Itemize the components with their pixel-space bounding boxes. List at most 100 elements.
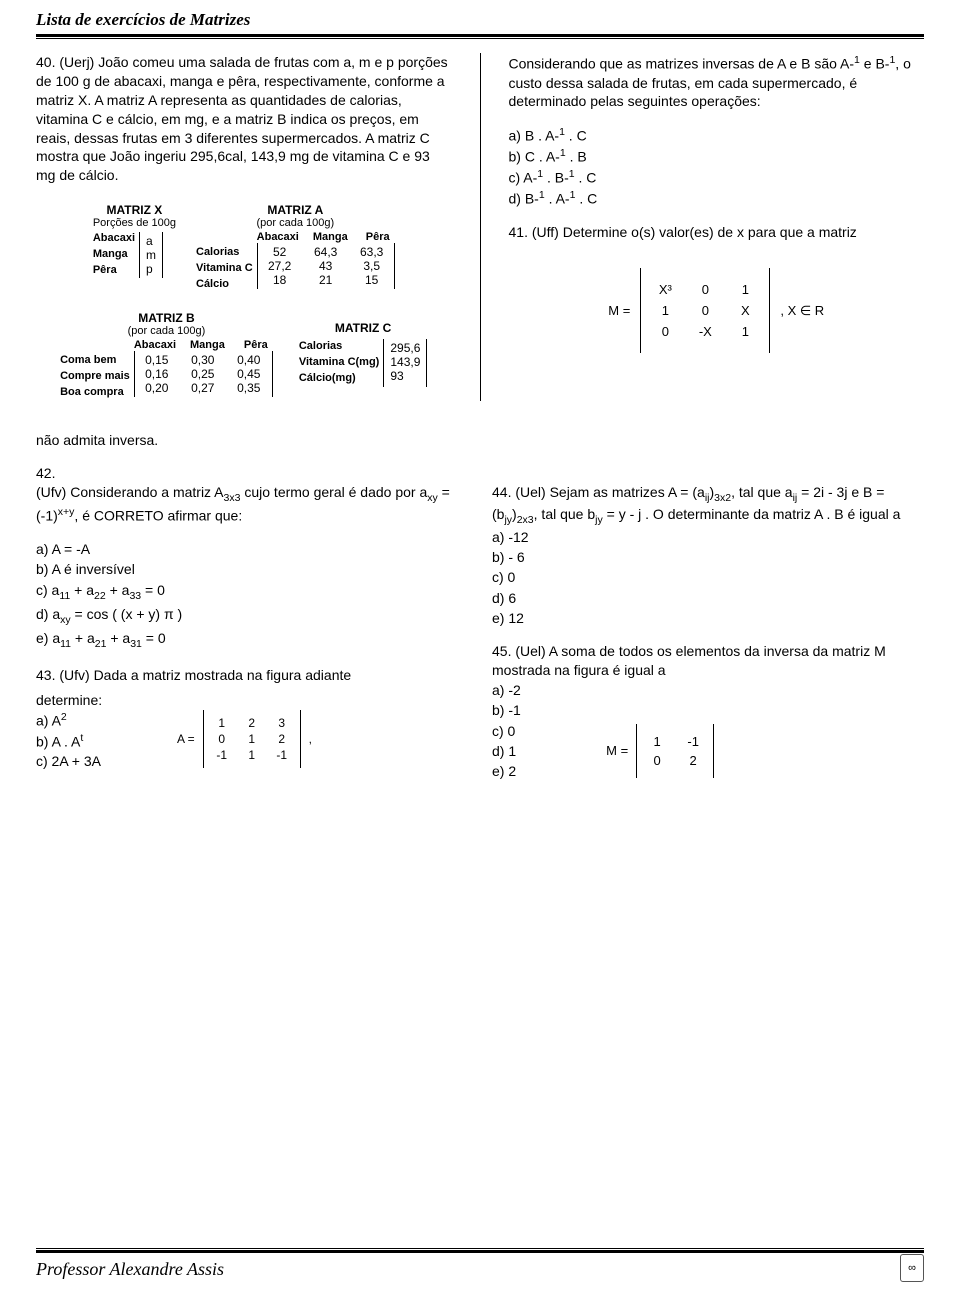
lower-left: 42. (Ufv) Considerando a matriz A3x3 cuj… <box>36 464 468 782</box>
q40-opt-d: d) B-1 . A-1 . C <box>509 188 925 209</box>
q42-c: c) a11 + a22 + a33 = 0 <box>36 580 468 604</box>
matrix-b-c: MATRIZ B (por cada 100g) Coma bem Compre… <box>36 311 452 401</box>
q42-num: 42. <box>36 464 468 483</box>
cell: X <box>735 303 755 318</box>
cell: 1 <box>735 282 755 297</box>
q45-a: a) -2 <box>492 680 924 700</box>
q45-b: b) -1 <box>492 700 924 720</box>
q41-nao: não admita inversa. <box>36 431 924 450</box>
page-title: Lista de exercícios de Matrizes <box>36 0 924 30</box>
q43-c: c) 2A + 3A <box>36 751 101 771</box>
matrix-c-title: MATRIZ C <box>335 321 391 335</box>
q42-d: d) axy = cos ( (x + y) π ) <box>36 604 468 628</box>
cell: 52 <box>264 245 296 259</box>
q44-b: b) - 6 <box>492 547 924 567</box>
label: M = <box>608 303 630 318</box>
label: Vitamina C <box>196 261 253 277</box>
cell: -1 <box>685 734 701 749</box>
matrix-x-title: MATRIZ X <box>93 203 176 217</box>
cell: 1 <box>244 732 260 746</box>
matrix-x-a: MATRIZ X Porções de 100g Abacaxi Manga P… <box>36 203 452 293</box>
cell: 21 <box>310 273 342 287</box>
q41-text: 41. (Uff) Determine o(s) valor(es) de x … <box>509 223 925 242</box>
column-divider <box>480 53 481 401</box>
q45-d: d) 1 <box>492 741 516 761</box>
label: Cálcio(mg) <box>299 371 379 387</box>
cell: 0 <box>655 324 675 339</box>
q44-text: 44. (Uel) Sejam as matrizes A = (aij)3x2… <box>492 483 924 527</box>
page-number-badge: ∞ <box>900 1254 924 1282</box>
cell: 2 <box>274 732 290 746</box>
cell: 0 <box>649 753 665 768</box>
label: Calorias <box>299 339 379 355</box>
matrix-b-title: MATRIZ B <box>138 311 194 325</box>
cell: 1 <box>735 324 755 339</box>
label: Coma bem <box>60 353 130 369</box>
cell: 0,35 <box>233 381 265 395</box>
cell: 15 <box>356 273 388 287</box>
cell: 0 <box>695 282 715 297</box>
cell: 2 <box>685 753 701 768</box>
q45-c: c) 0 <box>492 721 516 741</box>
cell: a <box>146 234 156 248</box>
q45-matrix: M = 1 -1 0 2 <box>606 724 714 778</box>
q41-matrix: M = X³ 0 1 1 0 X 0 -X 1 , X ∈ R <box>509 268 925 353</box>
label: , <box>309 732 312 746</box>
label: Abacaxi <box>93 231 135 247</box>
cell: 0,27 <box>187 381 219 395</box>
q43-b: b) A . At <box>36 731 101 752</box>
left-column: 40. (Uerj) João comeu uma salada de frut… <box>36 53 452 401</box>
q40-text: 40. (Uerj) João comeu uma salada de frut… <box>36 53 452 185</box>
cell: 18 <box>264 273 296 287</box>
right-column: Considerando que as matrizes inversas de… <box>509 53 925 401</box>
cell: 0,15 <box>141 353 173 367</box>
q42-b: b) A é inversível <box>36 559 468 579</box>
cell: 63,3 <box>356 245 388 259</box>
cell: 3 <box>274 716 290 730</box>
label: , X ∈ R <box>780 303 824 319</box>
label: M = <box>606 743 628 758</box>
q40-opt-b: b) C . A-1 . B <box>509 146 925 167</box>
matrix-x-sub: Porções de 100g <box>93 217 176 229</box>
cell: 0,45 <box>233 367 265 381</box>
label: Boa compra <box>60 385 130 401</box>
label: Compre mais <box>60 369 130 385</box>
q43-text: 43. (Ufv) Dada a matriz mostrada na figu… <box>36 666 468 685</box>
q44-c: c) 0 <box>492 567 924 587</box>
q44-d: d) 6 <box>492 588 924 608</box>
q42-e: e) a11 + a21 + a31 = 0 <box>36 628 468 652</box>
cell: 0 <box>695 303 715 318</box>
cell: 0 <box>214 732 230 746</box>
q45-e: e) 2 <box>492 761 516 781</box>
cell: 1 <box>655 303 675 318</box>
page-footer: Professor Alexandre Assis ∞ <box>36 1248 924 1280</box>
label: Cálcio <box>196 277 253 293</box>
cell: 2 <box>244 716 260 730</box>
q40-right-text: Considerando que as matrizes inversas de… <box>509 53 925 111</box>
cell: m <box>146 248 156 262</box>
label: Manga <box>190 339 225 351</box>
label: Manga <box>313 231 348 243</box>
label: Manga <box>93 247 135 263</box>
matrix-a-sub: (por cada 100g) <box>196 217 395 229</box>
cell: 1 <box>244 748 260 762</box>
q45-text: 45. (Uel) A soma de todos os elementos d… <box>492 642 924 680</box>
footer-author: Professor Alexandre Assis <box>36 1259 924 1280</box>
label: A = <box>177 732 195 746</box>
label: Pêra <box>93 263 135 279</box>
q40-opt-a: a) B . A-1 . C <box>509 125 925 146</box>
divider <box>36 34 924 39</box>
matrix-b-sub: (por cada 100g) <box>128 325 206 337</box>
cell: 1 <box>649 734 665 749</box>
q42-a: a) A = -A <box>36 539 468 559</box>
cell: -1 <box>274 748 290 762</box>
cell: 0,25 <box>187 367 219 381</box>
cell: -X <box>695 324 715 339</box>
cell: X³ <box>655 282 675 297</box>
q42-text: (Ufv) Considerando a matriz A3x3 cujo te… <box>36 483 468 526</box>
q43-det: determine: <box>36 691 468 710</box>
label: Pêra <box>239 339 273 351</box>
cell: 1 <box>214 716 230 730</box>
cell: 27,2 <box>264 259 296 273</box>
cell: p <box>146 262 156 276</box>
